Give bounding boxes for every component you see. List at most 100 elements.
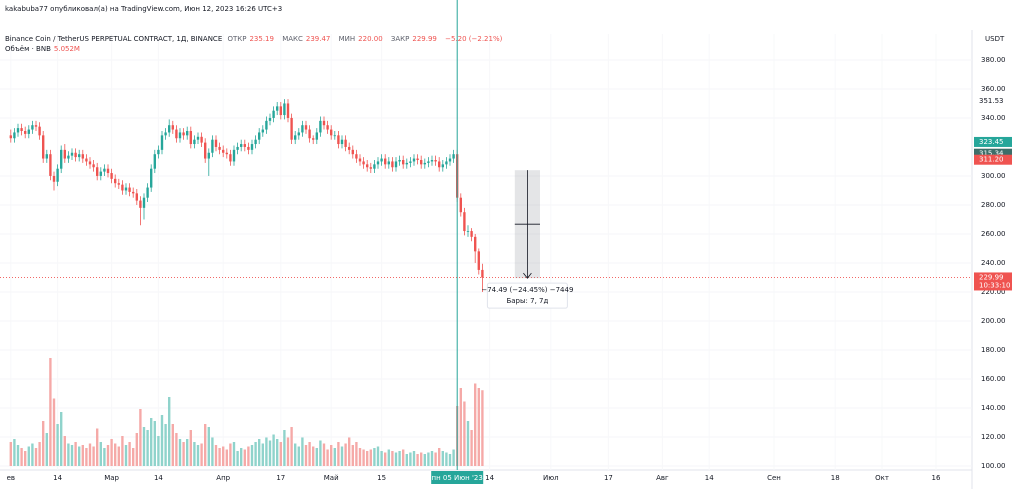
volume-bar (301, 437, 304, 466)
candle-body (56, 168, 59, 182)
volume-bar (168, 397, 171, 466)
y-tick-label: 340.00 (981, 114, 1006, 122)
ohlc-value: 229.99 (412, 35, 437, 43)
price-tag-label: 323.45 (979, 138, 1004, 146)
candle-body (294, 135, 297, 140)
y-tick-label: 160.00 (981, 375, 1006, 383)
candle-body (304, 125, 308, 130)
x-tick-label: Авг (656, 474, 669, 482)
volume-bar (225, 449, 228, 466)
volume-bar (189, 430, 192, 466)
volume-bar (276, 439, 279, 466)
volume-bar (380, 451, 383, 466)
volume-bar (420, 452, 423, 466)
candle-body (38, 126, 41, 136)
volume-bar (297, 446, 300, 466)
volume-bar (430, 451, 434, 466)
candle-body (153, 154, 156, 169)
volume-bar (459, 388, 462, 466)
volume-bar (27, 446, 30, 466)
volume-bar (52, 398, 56, 466)
candle-body (200, 136, 203, 143)
x-tick-label: Окт (875, 474, 889, 482)
x-tick-label: Мар (104, 474, 119, 482)
volume-bar (441, 451, 444, 466)
candle-body (135, 193, 138, 201)
volume-bar (348, 437, 351, 466)
x-tick-label: Сен (767, 474, 781, 482)
volume-bar (160, 415, 164, 466)
candle-body (63, 149, 66, 159)
volume-bar (304, 445, 308, 466)
candle-body (250, 144, 254, 150)
volume-bar (222, 446, 225, 466)
change: −5.20 (−2.21%) (445, 35, 503, 43)
volume-bar (366, 451, 369, 466)
candle-body (240, 144, 243, 147)
volume-bar (268, 440, 272, 466)
volume-bar (178, 439, 182, 466)
volume-bar (186, 439, 189, 466)
volume-bar (38, 442, 41, 466)
candle-body (9, 135, 12, 139)
candle-body (189, 131, 192, 145)
volume-bar (211, 437, 214, 466)
candle-body (196, 136, 200, 140)
candle-body (204, 142, 207, 159)
candle-body (128, 187, 131, 192)
volume-bar (139, 409, 142, 466)
candle-body (452, 154, 455, 159)
price-tag-label: 351.53 (979, 97, 1004, 105)
y-tick-label: 260.00 (981, 230, 1006, 238)
volume-bar (34, 448, 38, 466)
candle-body (412, 158, 416, 162)
ohlc: МАКС 239.47 (282, 35, 333, 43)
volume-bar (24, 451, 27, 466)
candle-body (132, 191, 135, 194)
candle-body (445, 161, 448, 165)
candle-body (481, 269, 484, 278)
candle-body (157, 149, 160, 155)
candle-body (142, 197, 146, 208)
x-tick-label: 16 (932, 474, 941, 482)
y-tick-label: 380.00 (981, 56, 1006, 64)
volume-bar (369, 449, 372, 466)
volume-bar (204, 424, 207, 466)
candle-body (477, 251, 480, 270)
volume-bar (153, 421, 156, 466)
candle-body (384, 158, 387, 165)
candle-body (146, 187, 149, 198)
crosshair-label: пн 05 Июн '23 (432, 474, 483, 482)
volume-bar (308, 442, 311, 466)
volume-bar (434, 452, 437, 466)
candle-body (441, 164, 444, 168)
candle-body (326, 125, 329, 130)
volume-bar (20, 448, 23, 466)
y-tick-label: 100.00 (981, 462, 1006, 470)
ohlc-value: 235.19 (249, 35, 274, 43)
candle-body (49, 154, 52, 176)
x-tick-label: ев (7, 474, 15, 482)
candle-body (265, 120, 268, 130)
candle-body (398, 160, 401, 162)
candle-body (387, 161, 390, 165)
candle-body (362, 161, 365, 165)
x-tick-label: 14 (154, 474, 163, 482)
volume-bar (362, 449, 365, 466)
y-tick-label: 360.00 (981, 85, 1006, 93)
candle-body (261, 129, 264, 133)
candle-body (160, 135, 164, 150)
volume-bar (340, 446, 344, 466)
candle-body (16, 128, 20, 133)
volume-bar (416, 454, 419, 466)
candle-body (42, 135, 45, 159)
volume-bar (337, 442, 340, 466)
volume-bar (376, 446, 380, 466)
candle-body (232, 149, 236, 162)
candle-body (416, 158, 419, 161)
candle-body (297, 132, 300, 136)
x-tick-label: Апр (216, 474, 230, 482)
volume-bar (200, 443, 203, 466)
last-price-tag (974, 272, 1012, 291)
candle-body (380, 158, 383, 162)
